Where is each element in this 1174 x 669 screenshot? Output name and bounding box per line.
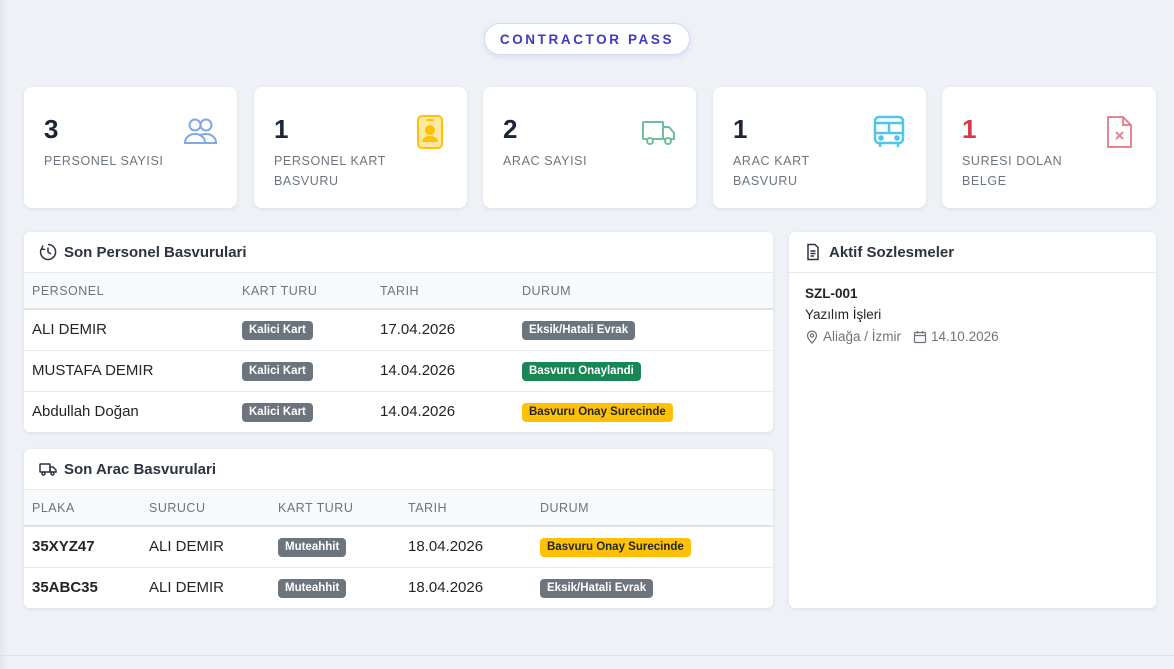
stat-value: 1	[962, 114, 977, 144]
plate-number: 35XYZ47	[24, 526, 141, 568]
column-header: TARIH	[400, 490, 532, 527]
stat-value: 1	[274, 114, 289, 144]
panel-header: Aktif Sozlesmeler	[789, 232, 1156, 273]
clock-history-icon	[39, 243, 57, 261]
application-date: 14.04.2026	[372, 350, 514, 392]
brand-badge: CONTRACTOR PASS	[483, 23, 691, 55]
panel-title: Son Arac Basvurulari	[64, 460, 216, 478]
table-row[interactable]: 35ABC35 ALI DEMIR Muteahhit 18.04.2026 E…	[24, 567, 773, 608]
active-contracts-panel: Aktif Sozlesmeler SZL-001 Yazılım İşleri…	[789, 232, 1156, 608]
table-row[interactable]: MUSTAFA DEMIR Kalici Kart 14.04.2026 Bas…	[24, 350, 773, 392]
personnel-applications-panel: Son Personel Basvurulari PERSONEL KART T…	[24, 232, 773, 432]
vehicle-table: PLAKA SURUCU KART TURU TARIH DURUM 35XYZ…	[24, 490, 773, 608]
stat-label: ARAC KART BASVURU	[733, 154, 810, 188]
personnel-name: ALI DEMIR	[24, 309, 234, 351]
stat-value: 1	[733, 114, 748, 144]
status-badge: Basvuru Onay Surecinde	[522, 402, 673, 422]
card-type-badge: Kalici Kart	[242, 320, 313, 340]
application-date: 14.04.2026	[380, 403, 456, 421]
table-row[interactable]: ALI DEMIR Kalici Kart 17.04.2026 Eksik/H…	[24, 309, 773, 351]
truck-icon	[642, 121, 675, 145]
personnel-name: Abdullah Doğan	[32, 403, 139, 421]
stat-card-personnel-count[interactable]: 3 PERSONEL SAYISI	[24, 87, 237, 208]
card-type-badge: Kalici Kart	[242, 361, 313, 381]
stat-label: ARAC SAYISI	[503, 154, 588, 168]
status-badge: Eksik/Hatali Evrak	[522, 320, 636, 340]
file-text-icon	[807, 243, 819, 261]
panel-title: Aktif Sozlesmeler	[829, 243, 955, 261]
stat-label: PERSONEL KART BASVURU	[274, 154, 386, 188]
truck-icon	[39, 463, 57, 476]
location-pin-icon	[806, 329, 818, 344]
column-header: DURUM	[514, 273, 773, 310]
contract-meta: Aliağa / İzmir 14.10.2026	[805, 329, 1140, 344]
contract-location: Aliağa / İzmir	[823, 329, 902, 344]
stat-card-vehicle-card-applications[interactable]: 1 ARAC KART BASVURU	[713, 87, 926, 208]
panel-title: Son Personel Basvurulari	[64, 243, 247, 261]
personnel-name: MUSTAFA DEMIR	[24, 350, 234, 392]
users-icon	[183, 118, 217, 144]
column-header: PERSONEL	[24, 273, 234, 310]
column-header: TARIH	[372, 273, 514, 310]
vehicle-applications-panel: Son Arac Basvurulari PLAKA SURUCU KART T…	[24, 449, 773, 608]
bus-icon	[873, 115, 905, 147]
driver-name: ALI DEMIR	[141, 526, 270, 568]
table-row[interactable]: Abdullah Doğan Kalici Kart 14.04.2026 Ba…	[24, 391, 773, 432]
contract-item[interactable]: SZL-001 Yazılım İşleri Aliağa / İzmir 14…	[789, 273, 1156, 357]
file-x-icon	[1107, 116, 1132, 148]
column-header: SURUCU	[141, 490, 270, 527]
contract-name: Yazılım İşleri	[805, 307, 882, 322]
stat-label: PERSONEL SAYISI	[44, 154, 164, 168]
personnel-table: PERSONEL KART TURU TARIH DURUM ALI DEMIR…	[24, 273, 773, 432]
column-header: PLAKA	[24, 490, 141, 527]
plate-number: 35ABC35	[32, 579, 98, 597]
panel-header: Son Arac Basvurulari	[24, 449, 773, 490]
status-badge: Eksik/Hatali Evrak	[540, 578, 654, 598]
stat-card-expired-documents[interactable]: 1 SURESI DOLAN BELGE	[942, 87, 1156, 208]
panel-header: Son Personel Basvurulari	[24, 232, 773, 273]
contract-code: SZL-001	[805, 286, 858, 301]
application-date: 17.04.2026	[372, 309, 514, 351]
stat-value: 2	[503, 114, 518, 144]
status-badge: Basvuru Onay Surecinde	[540, 537, 691, 557]
application-date: 18.04.2026	[408, 579, 484, 597]
column-header: DURUM	[532, 490, 773, 527]
status-badge: Basvuru Onaylandi	[522, 361, 641, 381]
contract-date: 14.10.2026	[931, 329, 999, 344]
calendar-icon	[913, 330, 927, 343]
column-header: KART TURU	[270, 490, 400, 527]
driver-name: ALI DEMIR	[149, 579, 225, 597]
stat-card-personnel-card-applications[interactable]: 1 PERSONEL KART BASVURU	[254, 87, 467, 208]
card-type-badge: Muteahhit	[278, 537, 347, 557]
stat-label: SURESI DOLAN BELGE	[962, 154, 1063, 188]
stat-value: 3	[44, 114, 59, 144]
column-header: KART TURU	[234, 273, 372, 310]
application-date: 18.04.2026	[400, 526, 532, 568]
id-badge-icon	[417, 115, 443, 149]
card-type-badge: Muteahhit	[278, 578, 347, 598]
card-type-badge: Kalici Kart	[242, 402, 313, 422]
table-row[interactable]: 35XYZ47 ALI DEMIR Muteahhit 18.04.2026 B…	[24, 526, 773, 568]
stat-card-vehicle-count[interactable]: 2 ARAC SAYISI	[483, 87, 696, 208]
